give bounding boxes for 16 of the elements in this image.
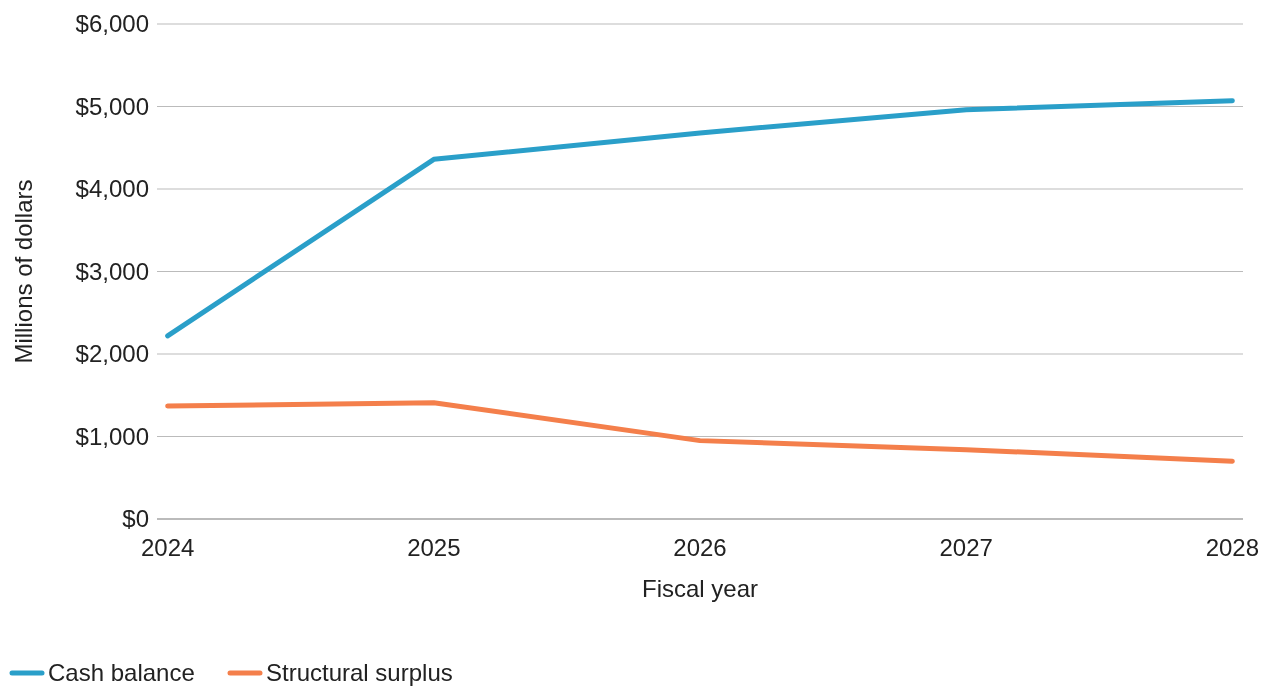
y-tick-label: $4,000 — [75, 175, 149, 203]
x-tick-label: 2028 — [1205, 534, 1260, 561]
x-tick-label: 2026 — [673, 534, 727, 561]
legend-label: Structural surplus — [266, 659, 453, 686]
x-tick-label: 2025 — [407, 534, 461, 561]
x-tick-label: 2027 — [939, 534, 993, 561]
y-tick-label: $2,000 — [75, 340, 149, 368]
y-tick-label: $1,000 — [75, 422, 149, 450]
legend-label: Cash balance — [48, 659, 195, 686]
y-axis-title: Millions of dollars — [10, 179, 37, 364]
x-axis-title: Fiscal year — [641, 575, 759, 602]
y-tick-label: $0 — [122, 505, 149, 533]
y-tick-label: $5,000 — [75, 92, 149, 120]
y-tick-label: $3,000 — [75, 257, 149, 285]
x-tick-label: 2024 — [140, 534, 195, 561]
y-tick-label: $6,000 — [75, 10, 149, 38]
